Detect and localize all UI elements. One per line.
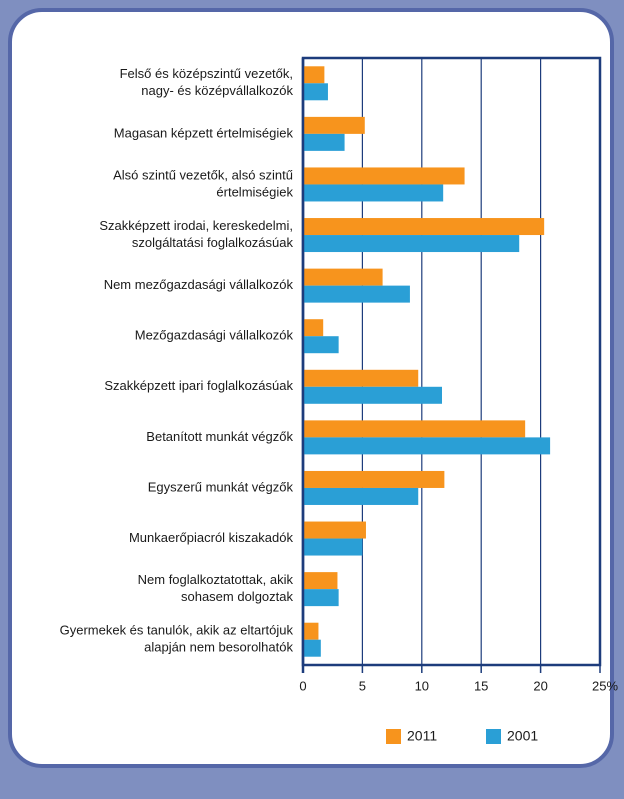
bar: [303, 218, 545, 236]
y-tick-label: Munkaerőpiacról kiszakadók: [129, 530, 294, 545]
y-tick-label: sohasem dolgoztak: [181, 589, 294, 604]
y-tick-label: szolgáltatási foglalkozásúak: [132, 235, 294, 250]
y-tick-label: Gyermekek és tanulók, akik az eltartójuk: [60, 623, 294, 638]
y-tick-label: Szakképzett irodai, kereskedelmi,: [99, 218, 293, 233]
bar: [303, 133, 345, 151]
legend-swatch: [486, 729, 501, 744]
bar: [303, 268, 383, 286]
x-tick-label: 5: [359, 678, 366, 693]
bar: [303, 572, 338, 590]
y-tick-label: Nem foglalkoztatottak, akik: [138, 572, 294, 587]
y-tick-label: Egyszerű munkát végzők: [148, 479, 294, 494]
y-tick-label: Nem mezőgazdasági vállalkozók: [104, 277, 294, 292]
bar: [303, 235, 520, 253]
legend-swatch: [386, 729, 401, 744]
bar: [303, 369, 419, 387]
bar: [303, 589, 339, 607]
bar: [303, 639, 321, 657]
bar: [303, 83, 328, 101]
y-tick-label: Magasan képzett értelmiségiek: [114, 125, 294, 140]
x-tick-label: 10: [415, 678, 429, 693]
bar: [303, 538, 363, 556]
bar: [303, 420, 526, 438]
bar: [303, 285, 410, 303]
bar: [303, 470, 445, 488]
x-tick-label: 25%: [592, 678, 618, 693]
y-tick-label: Szakképzett ipari foglalkozásúak: [104, 378, 293, 393]
bar: [303, 386, 442, 404]
bar: [303, 66, 325, 84]
y-tick-label: Mezőgazdasági vállalkozók: [135, 328, 294, 343]
bar: [303, 622, 319, 640]
legend-label: 2011: [407, 728, 437, 744]
bar: [303, 116, 365, 134]
bar: [303, 521, 366, 539]
legend-label: 2001: [507, 728, 538, 744]
x-tick-label: 0: [299, 678, 306, 693]
bar: [303, 336, 339, 354]
bar: [303, 184, 444, 202]
y-tick-label: Betanított munkát végzők: [146, 429, 293, 444]
y-tick-label: Felső és középszintű vezetők,: [120, 66, 293, 81]
y-tick-label: értelmiségiek: [216, 184, 293, 199]
bar: [303, 437, 551, 455]
y-tick-label: alapján nem besorolhatók: [144, 640, 293, 655]
y-tick-label: nagy- és középvállalkozók: [141, 83, 293, 98]
x-tick-label: 15: [474, 678, 488, 693]
bar: [303, 319, 324, 337]
bar: [303, 167, 465, 185]
bar: [303, 487, 419, 505]
y-tick-label: Alsó szintű vezetők, alsó szintű: [113, 167, 293, 182]
x-tick-label: 20: [533, 678, 547, 693]
